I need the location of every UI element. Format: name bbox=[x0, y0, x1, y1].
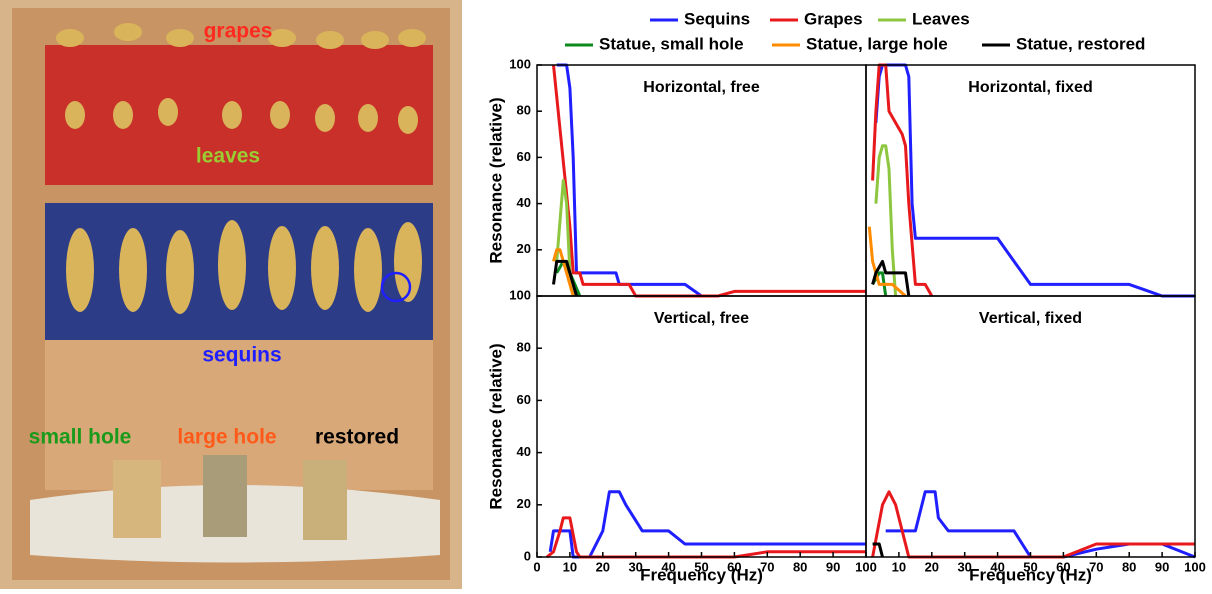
photo-label: leaves bbox=[196, 145, 260, 168]
x-tick-label: 30 bbox=[957, 559, 971, 574]
x-tick-label: 40 bbox=[661, 559, 675, 574]
x-axis-label: Frequency (Hz) bbox=[640, 565, 763, 584]
legend-label: Grapes bbox=[804, 9, 863, 28]
x-tick-label: 20 bbox=[925, 559, 939, 574]
series-line bbox=[548, 490, 866, 559]
y-tick-label: 100 bbox=[509, 56, 531, 71]
x-tick-label: 80 bbox=[1122, 559, 1136, 574]
y-tick-label: 20 bbox=[517, 496, 531, 511]
highlight-circle bbox=[380, 271, 412, 303]
plot-frame bbox=[536, 64, 867, 297]
x-tick-label: 30 bbox=[628, 559, 642, 574]
series-line bbox=[545, 516, 866, 559]
plot-frame bbox=[865, 64, 1196, 297]
x-tick-label: 70 bbox=[760, 559, 774, 574]
panel-title: Vertical, fixed bbox=[979, 310, 1082, 327]
photo: grapes leaves sequins small hole large h… bbox=[0, 0, 462, 589]
y-axis-label: Resonance (relative) bbox=[486, 97, 505, 263]
photo-label: small hole bbox=[29, 426, 132, 449]
legend-label: Sequins bbox=[684, 9, 750, 28]
photo-label: large hole bbox=[177, 426, 276, 449]
y-tick-label: 60 bbox=[517, 149, 531, 164]
x-tick-label: 10 bbox=[563, 559, 577, 574]
y-tick-label: 20 bbox=[517, 241, 531, 256]
x-tick-label: 10 bbox=[892, 559, 906, 574]
x-tick-label: 40 bbox=[990, 559, 1004, 574]
block bbox=[303, 460, 347, 540]
x-tick-label: 100 bbox=[855, 559, 877, 574]
x-tick-label: 90 bbox=[826, 559, 840, 574]
legend-label: Statue, restored bbox=[1016, 34, 1145, 53]
series-line bbox=[874, 63, 1195, 298]
x-tick-label: 50 bbox=[1023, 559, 1037, 574]
series-line bbox=[871, 63, 934, 297]
series-line bbox=[556, 63, 703, 298]
plot-frame bbox=[865, 295, 1196, 558]
series-line bbox=[871, 259, 911, 297]
series-line bbox=[872, 542, 884, 558]
y-tick-label: 100 bbox=[509, 287, 531, 302]
photo-label: sequins bbox=[202, 344, 281, 367]
y-tick-label: 40 bbox=[517, 444, 531, 459]
block bbox=[203, 455, 247, 537]
x-tick-label: 100 bbox=[1184, 559, 1206, 574]
x-tick-label: 80 bbox=[793, 559, 807, 574]
legend-label: Statue, large hole bbox=[806, 34, 948, 53]
series-line bbox=[874, 144, 898, 297]
series-line bbox=[871, 490, 1195, 559]
series-line bbox=[867, 226, 907, 298]
panel-title: Horizontal, free bbox=[643, 79, 760, 96]
x-tick-label: 60 bbox=[1056, 559, 1070, 574]
x-tick-label: 20 bbox=[596, 559, 610, 574]
y-tick-label: 60 bbox=[517, 392, 531, 407]
series-line bbox=[555, 259, 582, 297]
x-tick-label: 60 bbox=[727, 559, 741, 574]
x-tick-label: 90 bbox=[1155, 559, 1169, 574]
photo-label: restored bbox=[315, 426, 399, 449]
photo-label: grapes bbox=[204, 20, 273, 43]
panel-title: Vertical, free bbox=[654, 310, 749, 327]
series-line bbox=[552, 259, 578, 297]
legend-label: Statue, small hole bbox=[599, 34, 744, 53]
y-tick-label: 0 bbox=[524, 548, 531, 563]
series-line bbox=[885, 490, 1196, 559]
y-tick-label: 80 bbox=[517, 340, 531, 355]
y-tick-label: 80 bbox=[517, 103, 531, 118]
block bbox=[113, 460, 161, 538]
x-axis-label: Frequency (Hz) bbox=[969, 565, 1092, 584]
y-tick-label: 40 bbox=[517, 195, 531, 210]
x-tick-label: 70 bbox=[1089, 559, 1103, 574]
series-line bbox=[552, 64, 866, 298]
panel-title: Horizontal, fixed bbox=[968, 79, 1092, 96]
series-line bbox=[552, 248, 575, 297]
x-tick-label: 50 bbox=[694, 559, 708, 574]
legend-label: Leaves bbox=[912, 9, 970, 28]
x-tick-label: 0 bbox=[533, 559, 540, 574]
plot-frame bbox=[536, 295, 867, 558]
y-axis-label: Resonance (relative) bbox=[486, 343, 505, 509]
ornaments bbox=[56, 23, 426, 314]
